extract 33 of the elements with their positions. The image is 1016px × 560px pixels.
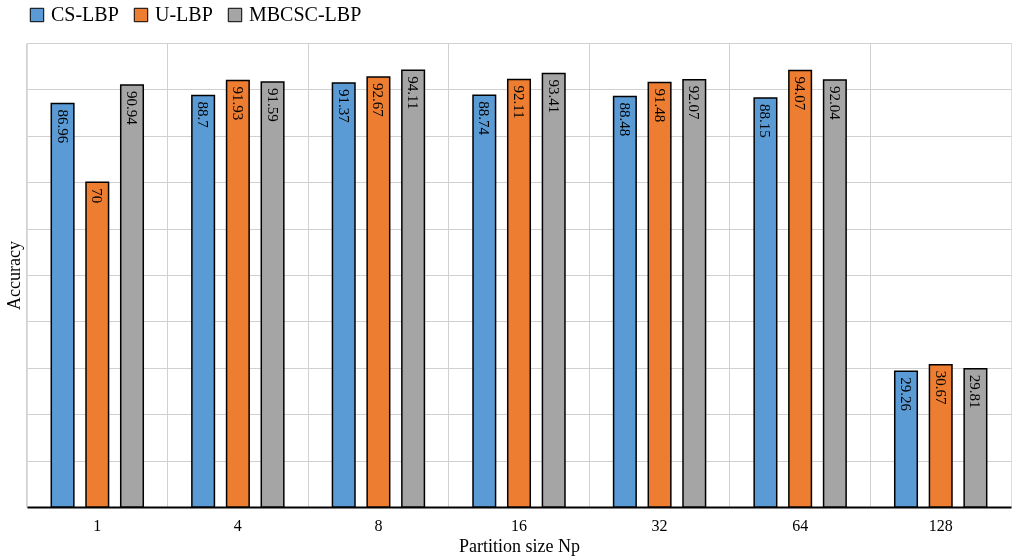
data-label: 30.67 (932, 370, 949, 405)
x-tick-label: 16 (511, 516, 527, 534)
data-label: 88.74 (476, 101, 493, 136)
data-label: 90.94 (123, 91, 140, 126)
data-label: 91.37 (335, 89, 352, 124)
data-label: 88.48 (616, 102, 633, 137)
data-label: 88.15 (757, 103, 774, 138)
data-label: 91.48 (651, 88, 668, 123)
data-label: 91.59 (264, 88, 281, 122)
y-axis-title: Accuracy (3, 241, 24, 310)
x-tick-label: 8 (374, 516, 383, 534)
data-label: 88.7 (195, 101, 212, 129)
data-label: 92.67 (370, 83, 387, 118)
x-tick-label: 64 (792, 516, 809, 534)
data-label: 91.93 (229, 86, 246, 121)
data-label: 29.81 (967, 374, 984, 409)
data-label: 70 (89, 188, 106, 204)
x-tick-label: 32 (651, 516, 668, 534)
legend-label: U-LBP (155, 3, 213, 25)
x-axis-title: Partition size Np (459, 535, 580, 556)
legend-label: CS-LBP (51, 3, 119, 25)
data-label: 92.04 (826, 85, 843, 121)
x-tick-label: 4 (233, 516, 242, 534)
x-tick-label: 128 (928, 516, 953, 534)
x-tick-label: 1 (93, 516, 102, 534)
data-label: 93.41 (545, 79, 562, 114)
data-label: 94.07 (792, 76, 809, 111)
data-label: 29.26 (898, 377, 915, 412)
data-label: 94.11 (405, 76, 422, 110)
data-label: 92.11 (511, 85, 527, 119)
legend-label: MBCSC-LBP (249, 3, 362, 25)
data-label: 92.07 (686, 85, 703, 121)
data-label: 86.96 (54, 109, 71, 144)
